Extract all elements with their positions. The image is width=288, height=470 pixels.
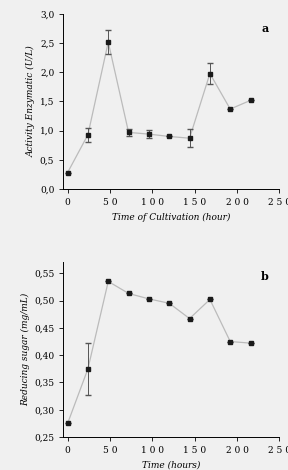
Text: a: a: [261, 23, 268, 34]
Y-axis label: Reducing sugar (mg/mL): Reducing sugar (mg/mL): [21, 293, 30, 407]
Text: b: b: [261, 271, 268, 282]
X-axis label: Time (hours): Time (hours): [142, 461, 200, 470]
Y-axis label: Activity Enzymatic (U/L): Activity Enzymatic (U/L): [26, 46, 36, 157]
X-axis label: Time of Cultivation (hour): Time of Cultivation (hour): [112, 212, 231, 221]
